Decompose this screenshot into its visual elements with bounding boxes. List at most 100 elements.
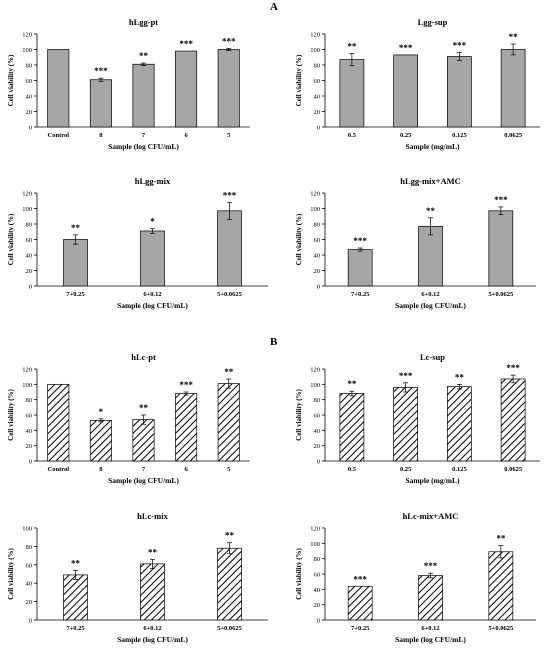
x-tick-label: Control: [48, 132, 70, 139]
y-tick-label: 60: [314, 237, 321, 244]
significance-label: **: [225, 531, 235, 541]
bar: [175, 50, 198, 128]
significance-label: *: [150, 217, 155, 227]
bar: [132, 419, 155, 462]
y-tick-label: 0: [29, 284, 32, 291]
significance-label: **: [224, 367, 234, 377]
x-axis-label: Sample (log CFU/mL): [117, 635, 188, 644]
chart-panel-hlc-pt: hLc-pt 0 20 40 60 80 100 120 Cell viability (%) S…: [7, 352, 250, 485]
chart-panel-hlgg-mix: hLgg-mix 0 20 40 60 80 100 120 Cell viability (%…: [7, 176, 268, 310]
x-tick-label: 0.5: [348, 466, 357, 473]
y-tick-label: 80: [314, 556, 321, 563]
x-axis-label: Sample (log CFU/mL): [395, 635, 466, 644]
bar: [140, 563, 165, 621]
x-axis-label: Sample (log CFU/mL): [395, 301, 466, 310]
y-tick-label: 100: [310, 47, 320, 54]
y-tick-label: 60: [314, 572, 321, 579]
bar: [393, 387, 418, 462]
y-tick-label: 0: [29, 618, 32, 625]
chart-panel-lc-sup: Lc-sup 0 20 40 60 80 100 120 Cell viability (%) S…: [295, 352, 540, 485]
chart-title: hLgg-pt: [129, 17, 158, 27]
x-axis-label: Sample (mg/mL): [406, 142, 460, 151]
bar: [500, 378, 526, 462]
y-axis-label: Cell viability (%): [7, 213, 15, 265]
x-tick-label: 7: [142, 132, 146, 139]
y-tick-label: 100: [310, 541, 320, 548]
chart-title: hLc-mix+AMC: [403, 511, 459, 521]
y-tick-label: 100: [22, 382, 32, 389]
bar: [217, 547, 242, 621]
significance-label: ***: [179, 39, 193, 49]
x-tick-label: Control: [48, 466, 70, 473]
x-tick-label: 6: [184, 132, 188, 139]
y-tick-label: 20: [314, 443, 321, 450]
y-tick-label: 100: [22, 526, 32, 533]
y-tick-label: 20: [26, 599, 33, 606]
significance-label: **: [496, 534, 506, 544]
bar: [89, 79, 112, 128]
x-tick-label: 5+0.0625: [217, 291, 243, 298]
y-tick-label: 80: [26, 544, 33, 551]
bar: [500, 49, 526, 128]
x-tick-label: 7+0.25: [66, 625, 85, 632]
significance-label: **: [71, 223, 81, 233]
bar: [47, 49, 70, 128]
y-tick-label: 20: [26, 109, 33, 116]
chart-panel-lgg-sup: Lgg-sup 0 20 40 60 80 100 120 Cell viability (%)…: [295, 17, 540, 151]
bar: [347, 249, 373, 287]
x-tick-label: 7: [142, 466, 146, 473]
y-axis-label: Cell viability (%): [295, 388, 303, 440]
x-tick-label: 0.0625: [504, 466, 523, 473]
significance-label: *: [99, 407, 104, 417]
y-tick-label: 80: [26, 222, 33, 229]
bar: [217, 49, 240, 128]
bar: [217, 210, 242, 287]
chart-panel-hlgg-mix-amc: hLgg-mix+AMC 0 20 40 60 80 100 120 Cell viabilit…: [295, 176, 536, 310]
bar: [393, 54, 418, 128]
y-axis-label: Cell viability (%): [295, 54, 303, 106]
bar: [140, 230, 165, 287]
y-tick-label: 80: [314, 63, 321, 70]
y-tick-label: 100: [310, 382, 320, 389]
y-tick-label: 80: [26, 397, 33, 404]
y-tick-label: 120: [310, 32, 320, 39]
y-tick-label: 0: [317, 618, 320, 625]
y-tick-label: 120: [310, 526, 320, 533]
x-tick-label: 8: [99, 466, 103, 473]
x-tick-label: 0.125: [452, 132, 467, 139]
y-tick-label: 120: [22, 191, 32, 198]
y-tick-label: 60: [26, 562, 33, 569]
bar: [339, 393, 365, 462]
bar: [132, 63, 155, 128]
bar: [347, 585, 373, 621]
x-tick-label: 6+0.12: [421, 291, 439, 298]
y-axis-label: Cell viability (%): [7, 547, 15, 599]
y-axis-label: Cell viability (%): [295, 213, 303, 265]
x-tick-label: 0.125: [452, 466, 467, 473]
significance-label: **: [347, 379, 357, 389]
x-axis-label: Sample (log CFU/mL): [108, 476, 179, 485]
y-tick-label: 0: [29, 459, 32, 466]
significance-label: **: [426, 206, 436, 216]
y-tick-label: 100: [22, 206, 32, 213]
chart-title: hLc-mix: [137, 511, 168, 521]
y-tick-label: 120: [22, 32, 32, 39]
chart-title: Lc-sup: [420, 352, 445, 362]
significance-label: ***: [506, 363, 520, 373]
y-tick-label: 20: [314, 268, 321, 275]
significance-label: ***: [494, 195, 508, 205]
x-axis-label: Sample (log CFU/mL): [117, 301, 188, 310]
x-tick-label: 6+0.12: [421, 625, 439, 632]
significance-label: ***: [399, 43, 413, 53]
x-tick-label: 5+0.0625: [488, 291, 514, 298]
x-tick-label: 0.25: [400, 132, 412, 139]
significance-label: **: [455, 372, 465, 382]
section-label-b: B: [270, 336, 278, 348]
y-tick-label: 80: [26, 63, 33, 70]
significance-label: ***: [94, 66, 108, 76]
y-tick-label: 60: [26, 237, 33, 244]
bar: [63, 239, 88, 287]
significance-label: ***: [453, 41, 467, 51]
